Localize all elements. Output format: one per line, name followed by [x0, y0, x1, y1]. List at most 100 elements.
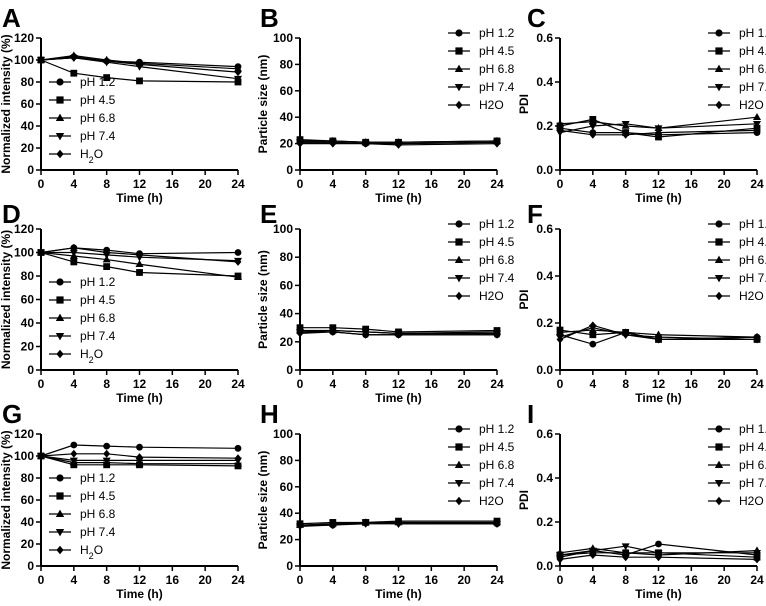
x-tick-label: 8	[622, 377, 629, 391]
marker-triangle-down	[102, 457, 111, 465]
series-h2o	[296, 519, 501, 530]
chart-panel-e: E 0 20 40 60 80 100 0 4 8 12 16 20 24 Time (h) Particle…	[256, 199, 515, 405]
x-tick-label: 4	[70, 573, 77, 587]
legend-label: pH 7.4	[479, 476, 515, 490]
x-tick-label: 20	[457, 177, 471, 191]
legend-label: pH 1.2	[739, 422, 766, 436]
marker-diamond	[362, 330, 370, 339]
x-tick-label: 8	[622, 573, 629, 587]
y-tick-label: 60	[280, 278, 294, 292]
marker-diamond	[103, 57, 111, 66]
y-tick-label: 120	[14, 31, 34, 45]
legend-label: pH 4.5	[80, 93, 116, 107]
marker-triangle	[234, 272, 242, 280]
legend-label: pH 4.5	[80, 293, 116, 307]
legend-label: pH 7.4	[80, 129, 116, 143]
legend-label: pH 1.2	[479, 26, 515, 40]
x-axis-label: Time (h)	[375, 587, 421, 601]
y-tick-label: 0.4	[536, 75, 553, 89]
marker-triangle-down	[234, 75, 242, 83]
legend-item: pH 7.4	[49, 525, 116, 539]
marker-diamond	[753, 126, 761, 135]
marker-diamond	[715, 100, 723, 110]
legend-label: pH 6.8	[80, 311, 116, 325]
legend-label: pH 7.4	[80, 329, 116, 343]
legend-item: pH 4.5	[708, 235, 766, 249]
x-tick-label: 12	[652, 377, 666, 391]
marker-triangle-down	[621, 121, 630, 128]
marker-triangle	[454, 255, 464, 263]
legend-label: pH 1.2	[80, 471, 116, 485]
panel-label: A	[2, 3, 21, 33]
y-axis-label: Particle size (nm)	[256, 451, 270, 550]
x-tick-label: 16	[425, 573, 439, 587]
legend-item: pH 4.5	[708, 44, 766, 58]
marker-triangle	[55, 113, 65, 121]
marker-diamond	[296, 329, 304, 338]
x-tick-label: 16	[166, 377, 180, 391]
x-tick-label: 20	[717, 573, 731, 587]
marker-diamond	[715, 291, 723, 301]
x-tick-label: 12	[652, 177, 666, 191]
x-tick-label: 16	[166, 177, 180, 191]
marker-circle	[56, 278, 64, 286]
x-tick-label: 16	[425, 177, 439, 191]
marker-square	[56, 492, 64, 500]
series-h2o	[37, 243, 242, 266]
legend-label: H2O	[479, 494, 504, 508]
legend-item: H2O	[448, 289, 504, 303]
x-tick-label: 8	[103, 377, 110, 391]
legend-item: pH 6.8	[708, 62, 766, 76]
series-ph-1.2	[37, 441, 242, 460]
marker-triangle-down	[621, 543, 630, 551]
x-tick-label: 0	[297, 177, 304, 191]
x-axis-label: Time (h)	[375, 191, 421, 205]
legend-label: pH 4.5	[80, 489, 116, 503]
legend-label: pH 4.5	[479, 44, 515, 58]
marker-square	[70, 258, 78, 266]
x-tick-label: 20	[717, 377, 731, 391]
x-tick-label: 16	[685, 377, 699, 391]
x-tick-label: 0	[297, 377, 304, 391]
marker-diamond	[655, 553, 662, 562]
x-tick-label: 16	[685, 573, 699, 587]
x-tick-label: 0	[557, 377, 564, 391]
y-tick-label: 20	[21, 340, 35, 354]
marker-diamond	[395, 519, 402, 528]
legend-label: pH 4.5	[739, 235, 766, 249]
marker-diamond	[655, 128, 662, 137]
y-tick-label: 0.0	[536, 363, 553, 377]
series-h2o	[296, 139, 501, 149]
x-tick-label: 24	[490, 573, 504, 587]
marker-circle	[455, 29, 463, 37]
marker-diamond	[329, 139, 337, 148]
legend-item: pH 4.5	[448, 44, 515, 58]
y-tick-label: 0.2	[536, 119, 553, 133]
y-axis-label: PDI	[517, 490, 531, 510]
legend-label: pH 4.5	[479, 440, 515, 454]
legend-item: pH 1.2	[708, 26, 766, 40]
legend-item: H2O	[49, 543, 103, 561]
y-axis-label: Normalized intensity (%)	[0, 34, 13, 173]
marker-diamond	[136, 250, 143, 259]
marker-diamond	[103, 248, 111, 257]
marker-triangle-down	[55, 333, 65, 341]
y-tick-label: 0.6	[536, 427, 553, 441]
x-tick-label: 4	[70, 177, 77, 191]
marker-circle	[715, 425, 723, 433]
legend: pH 1.2 pH 4.5 pH 6.8 pH 7.4 H2O	[49, 75, 116, 165]
x-tick-label: 24	[750, 377, 764, 391]
legend-item: pH 7.4	[49, 329, 116, 343]
legend-label: pH 6.8	[479, 458, 515, 472]
y-tick-label: 100	[14, 53, 34, 67]
y-axis-label: PDI	[517, 94, 531, 114]
marker-diamond	[493, 330, 501, 339]
series-h2o	[37, 449, 242, 463]
panel-label: H	[260, 399, 279, 429]
marker-square	[56, 296, 64, 304]
marker-square	[715, 47, 723, 55]
legend-item: H2O	[708, 289, 764, 303]
y-tick-label: 80	[280, 57, 294, 71]
marker-diamond	[753, 333, 761, 342]
